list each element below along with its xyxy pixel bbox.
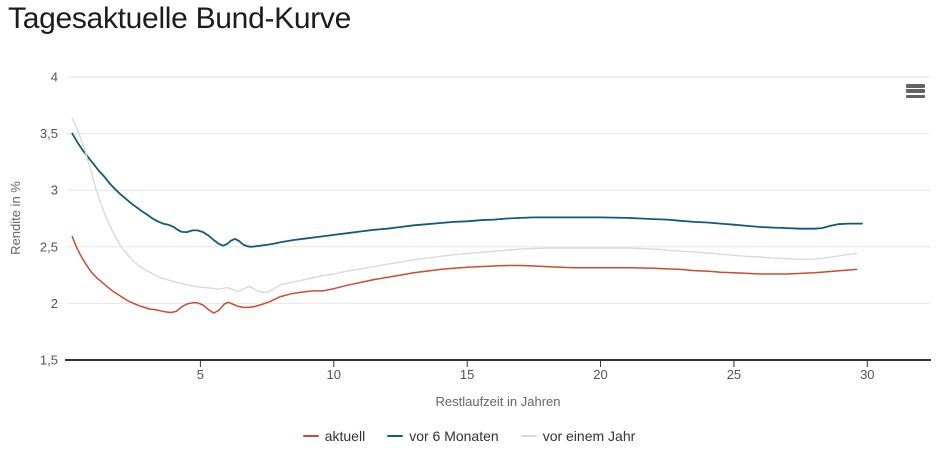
x-axis-title: Restlaufzeit in Jahren: [435, 394, 560, 409]
x-tick-label: 25: [727, 367, 741, 382]
x-tick-label: 10: [327, 367, 341, 382]
x-tick-label: 30: [860, 367, 874, 382]
y-tick-label: 2,5: [40, 239, 58, 254]
legend-label: vor 6 Monaten: [409, 428, 499, 444]
series-line-vor-6-monaten[interactable]: [71, 132, 863, 248]
y-tick-label: 4: [51, 70, 58, 85]
legend-item-aktuell[interactable]: aktuell: [302, 428, 366, 444]
y-tick-label: 3,5: [40, 126, 58, 141]
legend-item-vor-einem-jahr[interactable]: vor einem Jahr: [520, 428, 636, 444]
hamburger-menu-button[interactable]: [906, 84, 925, 98]
x-tick-label: 15: [460, 367, 474, 382]
y-tick-label: 3: [51, 183, 58, 198]
vor-6-monaten-line-swatch: [387, 434, 404, 438]
series-lines: [71, 118, 863, 314]
y-axis-title: Rendite in %: [8, 181, 23, 255]
y-tick-label: 2: [51, 296, 58, 311]
series-line-aktuell[interactable]: [71, 235, 858, 314]
axes: [65, 359, 931, 367]
chart-legend: aktuell vor 6 Monaten vor einem Jahr: [0, 428, 938, 444]
x-tick-label: 20: [593, 367, 607, 382]
series-line-vor-einem-jahr[interactable]: [71, 118, 858, 294]
x-tick-label: 5: [197, 367, 204, 382]
hamburger-menu-icon: [906, 89, 925, 93]
hamburger-menu-icon: [906, 94, 925, 98]
chart-title: Tagesaktuelle Bund-Kurve: [8, 2, 352, 35]
hamburger-menu-icon: [906, 84, 925, 88]
y-tick-label: 1,5: [40, 353, 58, 368]
aktuell-line-swatch: [302, 434, 319, 438]
legend-item-vor-6-monaten[interactable]: vor 6 Monaten: [387, 428, 499, 444]
legend-label: vor einem Jahr: [542, 428, 636, 444]
tick-labels: 4 3,5 3 2,5 2 1,5 5 10 15 20 25 30: [40, 70, 875, 383]
gridlines: [67, 76, 930, 304]
yield-curve-plot[interactable]: 4 3,5 3 2,5 2 1,5 5 10 15 20 25 30 Restlaufzeit in …: [0, 0, 938, 420]
vor-einem-jahr-line-swatch: [520, 434, 537, 438]
legend-label: aktuell: [324, 428, 366, 444]
